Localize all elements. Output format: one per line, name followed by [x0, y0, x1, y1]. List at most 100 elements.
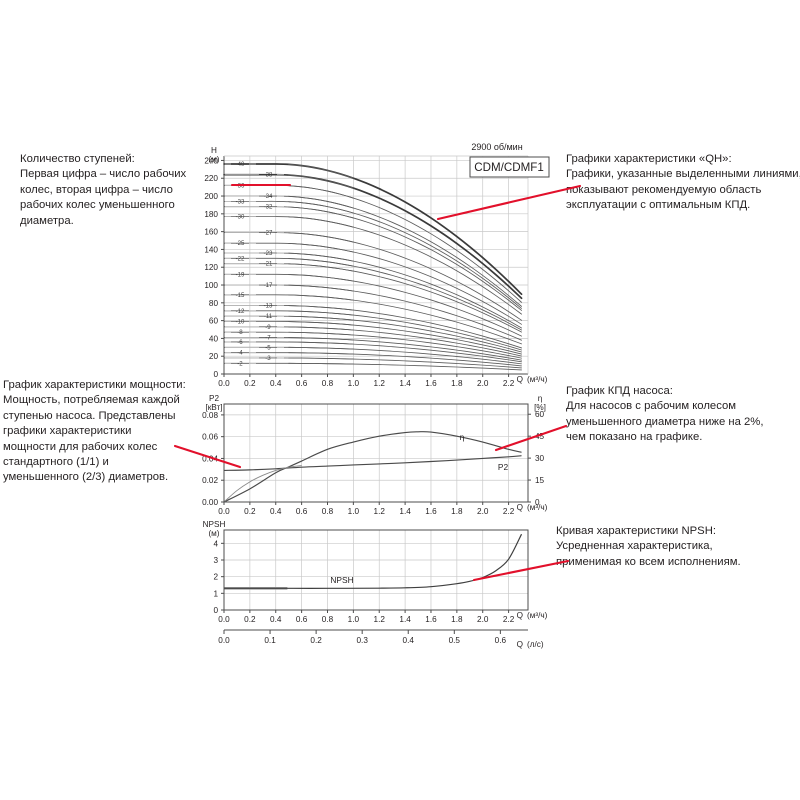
efficiency-y-ticks: 0 15 30 45 60: [528, 410, 545, 507]
npsh-curve-label: NPSH: [330, 575, 353, 585]
svg-text:0.5: 0.5: [449, 636, 461, 645]
svg-text:-38: -38: [264, 172, 273, 179]
svg-text:1: 1: [213, 589, 218, 598]
svg-text:-33: -33: [236, 198, 245, 205]
qh-chart: 0 20 40 60 80 100 120 140 160 180 200 220 240 0.0 0.2…: [204, 146, 547, 388]
svg-text:-30: -30: [236, 214, 245, 221]
svg-text:200: 200: [204, 192, 218, 201]
svg-text:0.1: 0.1: [264, 636, 276, 645]
note-power-line-6: уменьшенного (2/3) диаметров.: [3, 471, 169, 484]
svg-text:60: 60: [209, 317, 219, 326]
note-power-line-3: графики характеристики: [3, 425, 132, 438]
svg-text:-27: -27: [264, 230, 273, 237]
svg-text:-19: -19: [236, 271, 245, 278]
power-y-axis-label: P2: [209, 394, 219, 403]
svg-text:-25: -25: [236, 240, 245, 247]
note-efficiency-line-0: График КПД насоса:: [566, 385, 673, 397]
svg-text:0.0: 0.0: [218, 615, 230, 624]
svg-text:0.0: 0.0: [218, 636, 230, 645]
svg-text:0.00: 0.00: [202, 498, 218, 507]
svg-text:0.2: 0.2: [244, 615, 256, 624]
note-npsh-line-1: Усредненная характеристика,: [556, 540, 713, 553]
qh-curves: [223, 163, 523, 371]
svg-text:1.2: 1.2: [374, 507, 386, 516]
svg-text:-17: -17: [264, 282, 273, 289]
note-efficiency: График КПД насоса: Для насосов с рабочим…: [566, 384, 800, 446]
note-stages-line-1: Первая цифра – число рабочих: [20, 168, 187, 181]
svg-text:2.0: 2.0: [477, 507, 489, 516]
note-qh-line-0: Графики характеристики «QH»:: [566, 153, 732, 165]
efficiency-curve-label: η: [460, 432, 465, 442]
svg-text:1.6: 1.6: [425, 379, 437, 388]
svg-text:0.4: 0.4: [403, 636, 415, 645]
npsh-x-ticks: 0.0 0.2 0.4 0.6 0.8 1.0 1.2 1.4 1.6 1.8 2.0 2.2: [218, 610, 515, 624]
svg-text:2.2: 2.2: [503, 507, 515, 516]
svg-text:-4: -4: [237, 350, 243, 357]
svg-text:180: 180: [204, 210, 218, 219]
power-curve-label: P2: [498, 462, 509, 472]
svg-text:0.04: 0.04: [202, 454, 218, 463]
leader-efficiency: [494, 424, 568, 452]
svg-text:60: 60: [535, 410, 545, 419]
svg-text:1.4: 1.4: [399, 379, 411, 388]
note-npsh-line-2: применимая ко всем исполнениям.: [556, 555, 741, 568]
svg-text:-9: -9: [265, 324, 271, 331]
svg-text:1.8: 1.8: [451, 379, 463, 388]
svg-text:0.8: 0.8: [322, 379, 334, 388]
npsh-curves: [224, 533, 523, 590]
svg-text:-8: -8: [237, 329, 243, 336]
note-stages-line-4: диаметра.: [20, 214, 74, 227]
svg-text:45: 45: [535, 432, 545, 441]
svg-text:160: 160: [204, 228, 218, 237]
efficiency-y-axis-label: η: [538, 394, 543, 403]
npsh-x-axis-unit: (м³/ч): [527, 611, 548, 620]
svg-text:0.2: 0.2: [310, 636, 322, 645]
note-power-line-0: График характеристики мощности:: [3, 379, 186, 391]
note-qh-line-2: показывают рекомендуемую область: [566, 183, 762, 196]
note-power-line-1: Мощность, потребляемая каждой: [3, 394, 180, 407]
svg-text:0.2: 0.2: [244, 507, 256, 516]
svg-text:100: 100: [204, 281, 218, 290]
leader-qh: [436, 184, 582, 221]
npsh-secondary-x-axis-label: Q: [517, 640, 523, 649]
npsh-x-axis-label: Q: [517, 611, 523, 620]
note-qh-line-3: эксплуатации с оптимальным КПД.: [566, 199, 751, 212]
svg-text:2.0: 2.0: [477, 615, 489, 624]
power-y-axis-unit: [кВт]: [205, 403, 222, 412]
rpm-label: 2900 об/мин: [471, 142, 522, 152]
svg-text:0.3: 0.3: [356, 636, 368, 645]
npsh-y-axis-unit: (м): [208, 529, 219, 538]
svg-text:-6: -6: [237, 339, 243, 346]
qh-y-axis-label: H: [211, 146, 217, 155]
svg-text:0.4: 0.4: [270, 379, 282, 388]
svg-text:-12: -12: [236, 308, 245, 315]
svg-text:15: 15: [535, 476, 545, 485]
svg-text:1.0: 1.0: [348, 615, 360, 624]
svg-text:220: 220: [204, 174, 218, 183]
svg-text:-5: -5: [265, 344, 271, 351]
qh-y-axis-unit: (м): [208, 155, 219, 164]
svg-text:0.8: 0.8: [322, 615, 334, 624]
svg-text:2.2: 2.2: [503, 615, 515, 624]
svg-text:0.4: 0.4: [270, 507, 282, 516]
note-efficiency-line-1: Для насосов с рабочим колесом: [566, 400, 737, 413]
svg-text:80: 80: [209, 299, 219, 308]
note-stages-line-3: рабочих колес уменьшенного: [20, 199, 175, 212]
note-qh: Графики характеристики «QH»: Графики, ук…: [566, 152, 800, 214]
svg-text:1.8: 1.8: [451, 507, 463, 516]
power-y-ticks: 0.00 0.02 0.04 0.06 0.08: [202, 411, 224, 507]
note-stages-line-2: колес, вторая цифра – число: [20, 183, 173, 196]
note-efficiency-line-2: уменьшенного диаметра ниже на 2%,: [566, 415, 764, 428]
svg-text:-34: -34: [264, 193, 273, 200]
svg-text:-11: -11: [264, 313, 273, 320]
svg-text:1.4: 1.4: [399, 507, 411, 516]
svg-text:0.02: 0.02: [202, 476, 218, 485]
svg-text:1.0: 1.0: [348, 379, 360, 388]
svg-text:-21: -21: [264, 261, 273, 268]
model-label: CDM/CDMF1: [474, 161, 544, 174]
npsh-secondary-x-ticks: 0.0 0.1 0.2 0.3 0.4 0.5 0.6: [218, 630, 506, 645]
efficiency-y-axis-unit: [%]: [534, 403, 546, 412]
note-npsh: Кривая характеристики NPSH: Усредненная …: [556, 524, 800, 570]
svg-text:2.0: 2.0: [477, 379, 489, 388]
